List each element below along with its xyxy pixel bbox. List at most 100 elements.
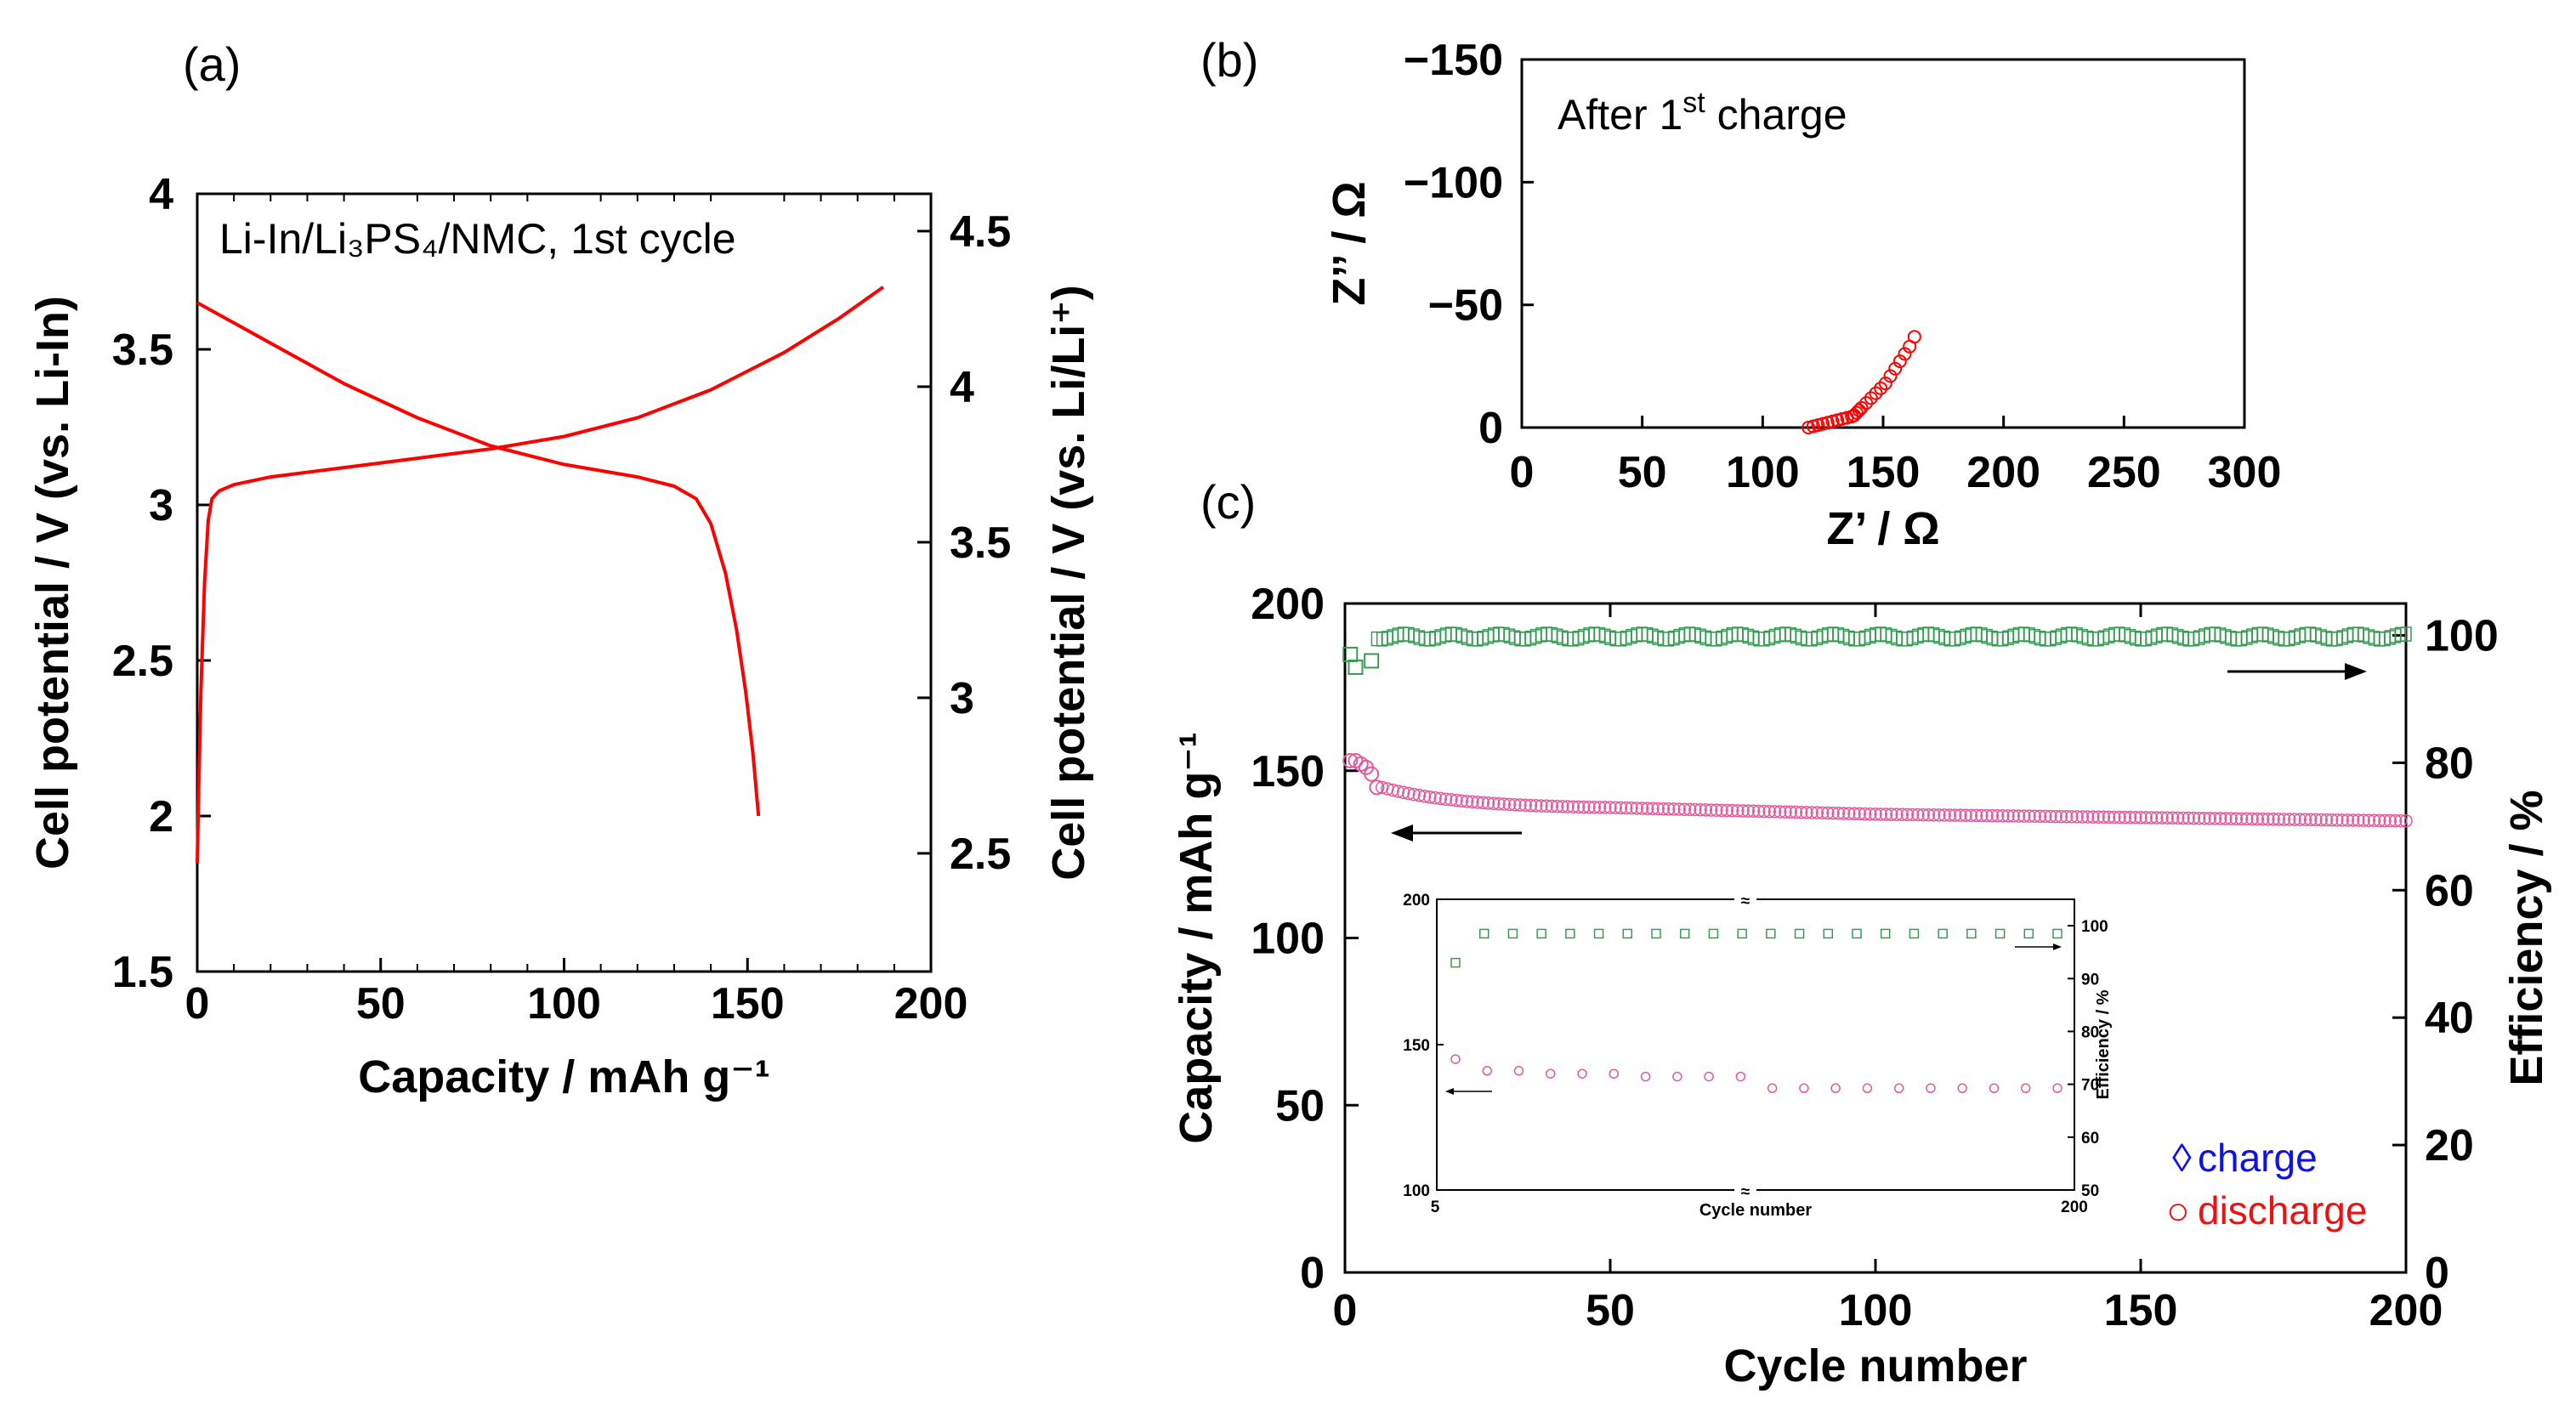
capacity-point xyxy=(1646,802,1660,816)
capacity-point xyxy=(2341,813,2355,827)
capacity-point xyxy=(2038,809,2052,824)
inset-efficiency-point xyxy=(1651,928,1661,939)
capacity-point xyxy=(1847,807,1861,821)
capacity-point xyxy=(1757,804,1771,819)
inset-efficiency-point xyxy=(1565,928,1575,939)
y-tick-label-c: 200 xyxy=(1251,580,1325,629)
impedance-point xyxy=(1847,408,1861,422)
capacity-point xyxy=(1905,808,1920,822)
capacity-point xyxy=(1423,790,1437,804)
capacity-point xyxy=(1492,796,1506,811)
inset-x-tick-label: 5 xyxy=(1431,1198,1440,1216)
capacity-point xyxy=(2208,812,2222,825)
legend-charge-symbol: ◊ xyxy=(2172,1136,2192,1180)
inset-capacity-point xyxy=(2052,1083,2063,1094)
impedance-point xyxy=(1883,369,1898,383)
capacity-point xyxy=(2367,813,2381,828)
x-tick-label-b: 200 xyxy=(1966,448,2040,497)
capacity-point xyxy=(2149,811,2164,824)
capacity-point xyxy=(1964,808,1978,823)
capacity-point xyxy=(1566,800,1580,813)
inset-capacity-point xyxy=(1672,1071,1682,1082)
capacity-point xyxy=(1932,808,1946,822)
capacity-point xyxy=(2282,813,2296,826)
inset-efficiency-point xyxy=(2023,928,2034,939)
y2-tick-label-c: 0 xyxy=(2425,1249,2449,1298)
capacity-point xyxy=(1943,808,1957,822)
inset-y2-tick-label: 90 xyxy=(2081,971,2099,989)
capacity-point xyxy=(1853,807,1867,821)
capacity-point xyxy=(2139,811,2153,824)
inset-y2-axis-title: Efficiency / % xyxy=(2094,989,2113,1099)
inset-efficiency-point xyxy=(1823,928,1834,939)
capacity-point xyxy=(1369,779,1385,796)
x-tick-label-c: 200 xyxy=(2369,1286,2443,1335)
capacity-point xyxy=(2219,812,2233,825)
capacity-point xyxy=(2075,810,2090,824)
inset-capacity-point xyxy=(1513,1066,1524,1076)
capacity-point xyxy=(1577,800,1591,814)
capacity-point xyxy=(1767,805,1782,819)
capacity-point xyxy=(2080,810,2095,824)
capacity-point xyxy=(1630,802,1643,815)
inset-break-top-gap xyxy=(1734,894,1756,904)
capacity-point xyxy=(1635,802,1649,815)
capacity-point xyxy=(2006,809,2020,823)
capacity-point xyxy=(2346,813,2360,827)
panel-a: (a) 0 50 100 150 200 1.5 2 2.5 3 3.5 4 2.5 3 3.5 4 4.5 Ca… xyxy=(27,37,1094,1102)
inset-efficiency-point xyxy=(1478,928,1489,939)
capacity-point xyxy=(2399,814,2413,828)
inset-efficiency-point xyxy=(1766,928,1776,939)
capacity-point xyxy=(1980,808,1994,823)
capacity-point xyxy=(2113,810,2126,824)
panel-c: (c)0 50 100 150 200050100150200020406080100C… xyxy=(1171,475,2552,1391)
capacity-point xyxy=(1725,803,1739,818)
inset-y2-tick-label: 100 xyxy=(2081,918,2108,936)
capacity-point xyxy=(2160,811,2174,824)
capacity-point xyxy=(2309,813,2323,827)
y2-tick-label-a: 3 xyxy=(950,674,974,723)
capacity-point xyxy=(1497,797,1511,811)
impedance-point xyxy=(1907,330,1921,344)
y-axis-title-c: Capacity / mAh g⁻¹ xyxy=(1171,732,1222,1144)
inset-y-tick-label: 150 xyxy=(1403,1037,1430,1055)
inset-y2-tick-label: 60 xyxy=(2081,1130,2099,1148)
capacity-point xyxy=(2097,810,2111,824)
inset-efficiency-point xyxy=(2052,928,2063,939)
capacity-point xyxy=(1694,802,1707,817)
x-tick-label-a: 100 xyxy=(527,979,601,1028)
capacity-point xyxy=(1656,802,1671,816)
capacity-point xyxy=(2388,813,2403,828)
inset-capacity-point xyxy=(1830,1083,1841,1094)
y-tick-label-c: 0 xyxy=(1300,1249,1325,1298)
x-tick-label-b: 150 xyxy=(1847,448,1921,497)
capacity-point xyxy=(1926,808,1941,822)
x-tick-label-a: 150 xyxy=(711,979,785,1028)
capacity-point xyxy=(1476,796,1489,810)
capacity-point xyxy=(1677,802,1692,816)
x-tick-label-b: 50 xyxy=(1618,448,1667,497)
impedance-point xyxy=(1892,354,1907,369)
curve-charge xyxy=(196,286,885,863)
capacity-point xyxy=(1746,804,1761,819)
y-tick-label-a: 2.5 xyxy=(112,637,173,686)
impedance-point xyxy=(1864,391,1878,405)
capacity-point xyxy=(1381,782,1394,796)
inset-capacity-point xyxy=(1577,1068,1587,1079)
capacity-point xyxy=(1513,798,1527,812)
x-tick-label-a: 200 xyxy=(894,979,968,1028)
capacity-point xyxy=(2293,813,2306,826)
capacity-point xyxy=(2054,809,2068,824)
capacity-point xyxy=(1858,807,1872,821)
capacity-point xyxy=(1540,799,1553,813)
capacity-point xyxy=(1874,808,1887,821)
y-tick-label-a: 3 xyxy=(149,481,173,530)
left-axis-arrow-head xyxy=(1391,824,1413,842)
capacity-point xyxy=(1364,766,1380,782)
capacity-point xyxy=(1836,807,1851,820)
capacity-point xyxy=(1661,802,1676,816)
capacity-point xyxy=(1751,804,1766,819)
capacity-point xyxy=(2134,811,2148,824)
capacity-point xyxy=(1592,801,1607,814)
